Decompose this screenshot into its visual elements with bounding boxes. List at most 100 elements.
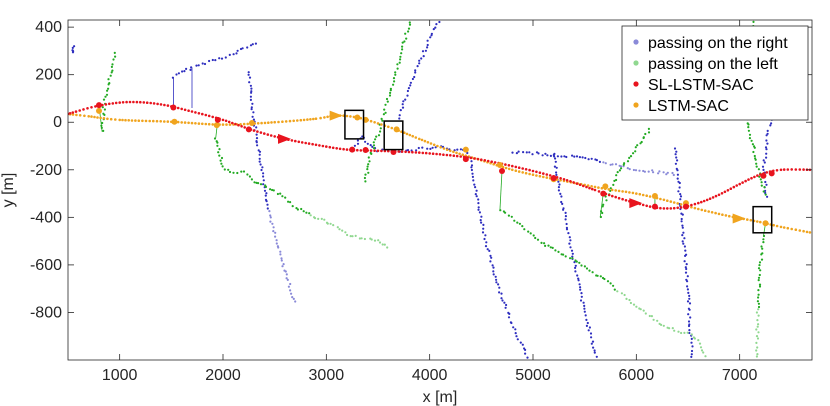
right-track-2-dot <box>280 257 283 260</box>
right-track-2-dot <box>261 166 264 169</box>
sl-lstm-sac-path-dot <box>307 142 311 145</box>
right-track-8-dot <box>680 220 683 223</box>
right-track-1-dot <box>183 70 186 73</box>
left-track-2-dot <box>372 141 375 144</box>
right-track-5-dot <box>510 321 513 325</box>
right-track-2-dot <box>274 235 277 238</box>
left-track-3-dot <box>656 319 659 322</box>
left-track-5-dot <box>757 302 761 305</box>
left-track-4-dot <box>623 162 626 165</box>
left-track-5-dot <box>757 314 760 317</box>
right-track-4-dot <box>434 26 437 29</box>
lstm-sac-path-dot <box>155 119 159 123</box>
left-track-3-dot <box>642 309 645 312</box>
sl-lstm-sac-marker <box>362 147 369 154</box>
left-track-5-dot <box>757 296 760 299</box>
left-track-2-dot <box>366 168 369 171</box>
right-track-5-dot <box>477 202 480 205</box>
right-track-4-dot <box>411 77 414 81</box>
right-track-2-dot <box>277 246 280 249</box>
left-track-0-dot <box>102 129 105 132</box>
left-track-4-dot <box>629 155 633 158</box>
sl-lstm-sac-path-dot <box>483 159 487 162</box>
left-track-6-dot <box>755 162 758 165</box>
lstm-sac-path-dot <box>90 115 93 118</box>
right-track-2-dot <box>262 179 265 182</box>
right-track-2-dot <box>250 90 253 93</box>
lstm-sac-path-dot <box>756 220 759 223</box>
right-track-7-dot <box>557 189 561 192</box>
left-track-6-dot <box>746 122 749 125</box>
lstm-sac-path-dot <box>144 119 148 123</box>
sl-lstm-sac-path-dot <box>535 170 538 174</box>
left-track-1-dot <box>332 224 335 227</box>
lstm-sac-path-dot <box>296 119 299 122</box>
left-track-2-dot <box>366 165 369 168</box>
sl-lstm-sac-path-dot <box>342 147 345 151</box>
right-track-7-dot <box>587 329 590 332</box>
left-track-6-dot <box>760 184 763 187</box>
right-track-9-dot <box>762 159 765 162</box>
sl-lstm-sac-path-dot <box>407 150 411 154</box>
left-track-3-dot <box>588 269 591 272</box>
right-track-7-dot <box>564 211 567 214</box>
lstm-sac-path-dot <box>672 201 676 204</box>
sl-lstm-sac-path-dot <box>135 100 139 104</box>
left-track-2-dot <box>401 48 404 51</box>
lstm-sac-path-dot <box>221 123 225 126</box>
left-track-2-dot <box>384 103 387 106</box>
right-track-8-dot <box>678 181 681 185</box>
lstm-sac-arrow <box>329 110 343 121</box>
left-track-5-dot <box>757 276 761 279</box>
right-track-7-dot <box>595 355 598 358</box>
right-track-4-dot <box>407 87 410 90</box>
left-track-0 <box>100 51 117 132</box>
right-track-5-dot <box>515 335 518 338</box>
lstm-sac-path-dot <box>414 136 418 139</box>
right-track-1-dot <box>220 57 224 60</box>
sl-lstm-sac-path-dot <box>714 194 718 198</box>
right-track-5-dot <box>470 166 473 169</box>
sl-lstm-sac-path-dot <box>321 144 325 148</box>
left-track-2-dot <box>377 134 381 137</box>
right-track-2-dot <box>249 95 252 98</box>
right-track-3-dot <box>371 145 374 148</box>
left-track-2-dot <box>375 135 378 138</box>
right-track-2-dot <box>286 278 289 281</box>
lstm-sac-path-dot <box>180 121 183 124</box>
x-axis-title: x [m] <box>423 389 458 406</box>
sl-lstm-sac-path-dot <box>569 180 572 183</box>
right-track-7-dot <box>590 336 593 339</box>
left-track-3-dot <box>603 277 606 281</box>
right-track-7-dot <box>593 351 596 354</box>
right-track-7-dot <box>559 192 562 195</box>
sl-lstm-sac-path-dot <box>690 203 693 207</box>
lstm-sac-path-dot <box>201 122 204 126</box>
left-track-4-dot <box>601 211 604 215</box>
sl-lstm-sac-path-dot <box>194 111 197 114</box>
right-track-1-dot <box>241 47 244 50</box>
right-track-2-dot <box>255 133 258 136</box>
right-track-4-dot <box>409 81 412 84</box>
right-track-2-dot <box>247 71 250 74</box>
left-track-1-dot <box>313 217 317 220</box>
sl-lstm-sac-path-dot <box>318 144 321 147</box>
left-track-3-dot <box>623 293 626 297</box>
y-tick-label: 400 <box>35 19 62 36</box>
left-track-3-dot <box>591 271 594 274</box>
right-track-4-dot <box>409 84 412 87</box>
lstm-sac-path-dot <box>659 197 662 201</box>
lstm-sac-path-dot <box>312 117 315 121</box>
sl-lstm-sac-path-dot <box>744 179 747 183</box>
left-track-1-dot <box>351 235 354 238</box>
right-track-5-dot <box>474 193 477 196</box>
sl-lstm-sac-path-dot <box>166 104 170 107</box>
right-track-7-dot <box>574 270 577 273</box>
lstm-sac-path-dot <box>429 142 433 145</box>
lstm-sac-marker <box>651 192 658 199</box>
right-track-8 <box>673 147 694 358</box>
left-track-5-dot <box>758 261 762 264</box>
sl-lstm-sac-path-dot <box>735 184 738 187</box>
right-track-0-dot <box>71 46 74 50</box>
lstm-sac-path-dot <box>545 176 549 179</box>
